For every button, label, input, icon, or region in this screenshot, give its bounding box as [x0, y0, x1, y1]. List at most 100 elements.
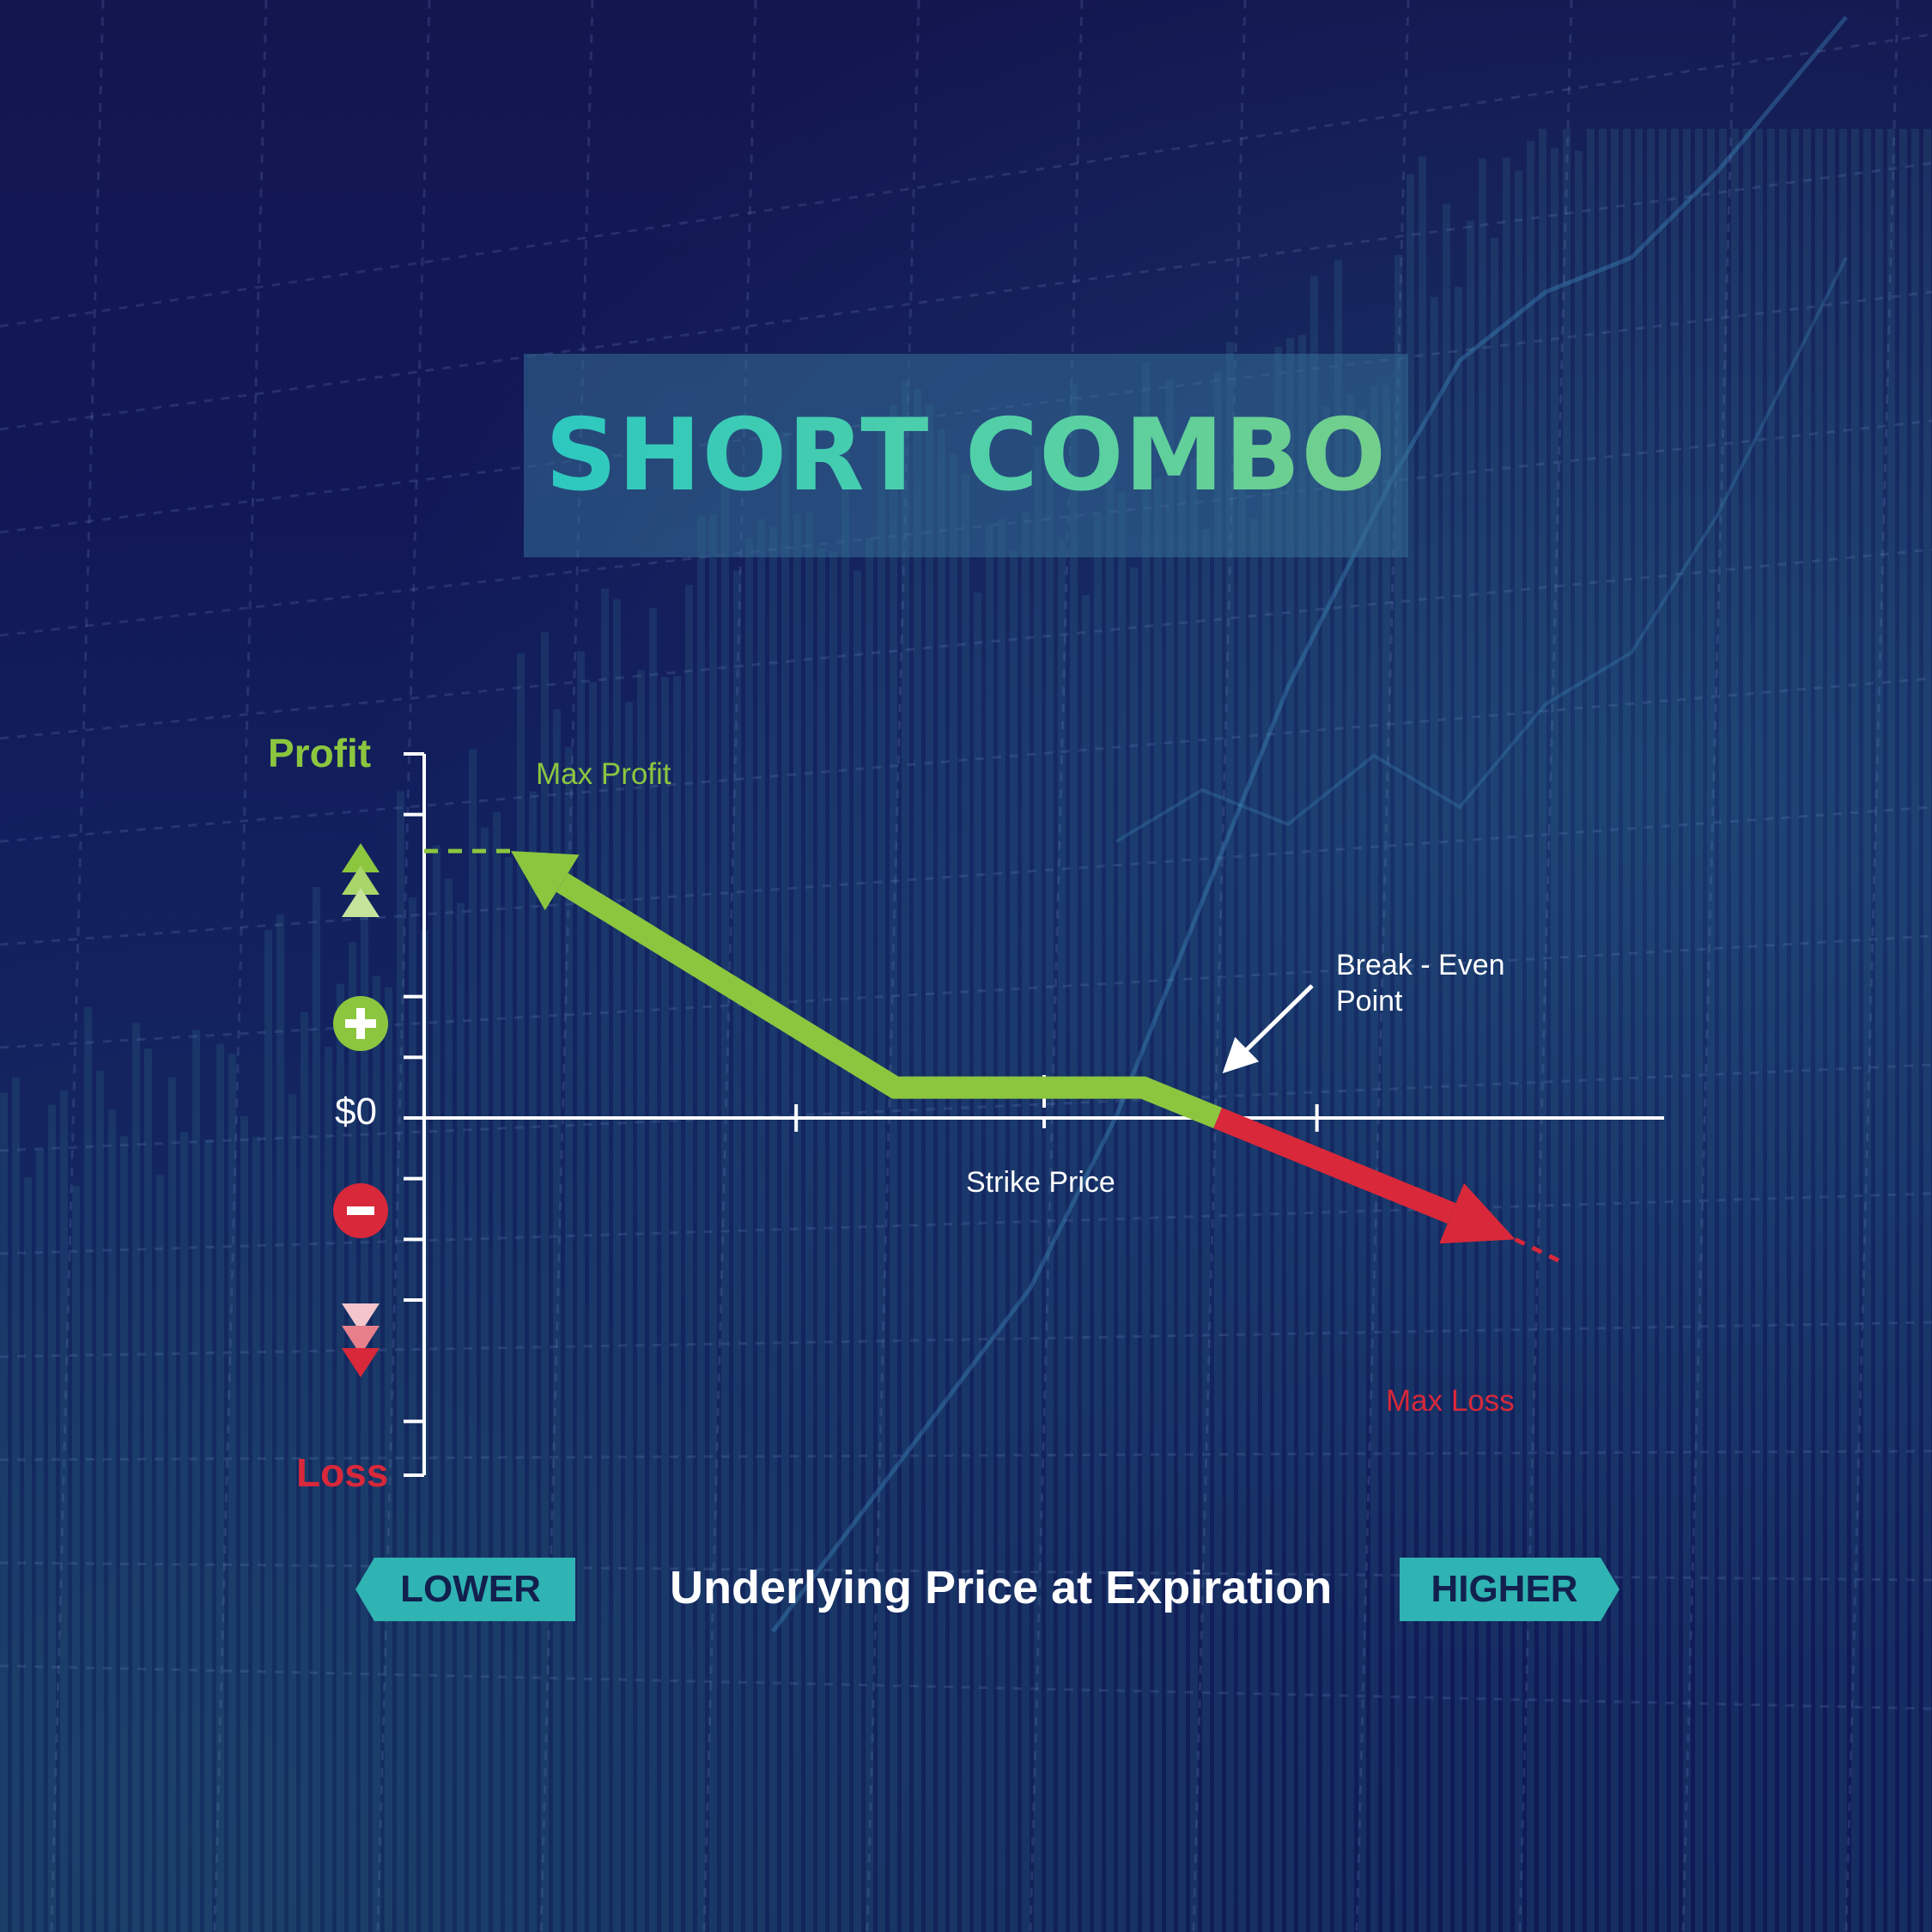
- bg-bar: [469, 749, 477, 1932]
- bg-bar: [1899, 129, 1907, 1932]
- bg-bar: [1298, 335, 1306, 1932]
- bg-bar: [685, 584, 693, 1932]
- bg-bar: [216, 1043, 224, 1932]
- bg-bar: [1539, 129, 1546, 1932]
- bg-bar: [1455, 287, 1462, 1932]
- bg-bar: [1202, 529, 1210, 1932]
- bg-grid-line: [1681, 0, 1736, 1932]
- bg-bar: [12, 1077, 20, 1932]
- bg-bar: [349, 942, 356, 1932]
- bg-bar: [673, 676, 681, 1932]
- bg-bar: [72, 1186, 80, 1932]
- bg-bar: [445, 878, 453, 1932]
- bg-bar: [553, 709, 561, 1932]
- bg-bar: [1839, 129, 1847, 1932]
- bg-bar: [601, 588, 609, 1932]
- bg-bar: [757, 519, 765, 1932]
- bg-bar: [1923, 129, 1931, 1932]
- bg-bar: [1791, 129, 1799, 1932]
- bg-bar: [1683, 129, 1691, 1932]
- bg-bar: [1238, 474, 1246, 1932]
- bg-bar: [240, 1115, 248, 1932]
- bg-bar: [84, 1006, 92, 1932]
- bg-bar: [878, 426, 885, 1932]
- bg-bar: [108, 1109, 116, 1932]
- bg-bar: [1010, 551, 1018, 1932]
- bg-bar: [781, 431, 789, 1932]
- y-axis-label-loss: Loss: [296, 1450, 389, 1495]
- bg-bar: [409, 897, 416, 1932]
- bg-bar: [1106, 462, 1114, 1932]
- bg-bar: [1070, 384, 1078, 1932]
- bg-grid-line: [0, 1192, 1932, 1255]
- bg-bar: [180, 1132, 188, 1932]
- bg-bar: [1491, 238, 1498, 1932]
- higher-label: HIGHER: [1431, 1568, 1578, 1610]
- bg-bar: [1166, 380, 1174, 1932]
- bg-bar: [204, 1139, 212, 1932]
- bg-bar: [301, 1012, 308, 1932]
- bg-bar: [1419, 156, 1426, 1932]
- bg-bar: [264, 930, 272, 1932]
- break-even-label: Break - Even Point: [1336, 947, 1505, 1019]
- bg-bar: [854, 570, 861, 1932]
- bg-bar: [914, 389, 921, 1932]
- bg-bar: [24, 1177, 32, 1932]
- bg-grid-line: [0, 1321, 1932, 1358]
- break-even-pointer: [1222, 984, 1314, 1073]
- bg-grid-line: [866, 0, 920, 1932]
- bg-bar: [1671, 129, 1679, 1932]
- bg-bar: [529, 791, 537, 1932]
- bg-bar: [565, 747, 573, 1932]
- bg-bar: [385, 987, 392, 1932]
- lower-label: LOWER: [400, 1568, 541, 1610]
- bg-bar: [769, 526, 777, 1932]
- chart-title: SHORT COMBO: [544, 398, 1388, 513]
- bg-bar: [1827, 129, 1835, 1932]
- bg-grid-line: [1844, 0, 1899, 1932]
- strike-price-label: Strike Price: [966, 1166, 1115, 1199]
- bg-bar: [866, 538, 873, 1932]
- bg-grid-line: [0, 677, 1932, 843]
- bg-grid-line: [1192, 0, 1247, 1932]
- bg-bar: [1382, 385, 1390, 1932]
- break-even-label-line-1: Break - Even: [1336, 949, 1505, 981]
- bg-bar: [252, 1136, 260, 1932]
- bg-grid-line: [1029, 0, 1084, 1932]
- bg-bar: [998, 519, 1005, 1932]
- bg-bar: [974, 592, 981, 1932]
- bg-bar: [1250, 519, 1258, 1932]
- bg-bar: [1695, 129, 1703, 1932]
- bg-bar: [1623, 129, 1631, 1932]
- bg-bar: [1394, 254, 1402, 1932]
- bg-bar: [1527, 141, 1534, 1932]
- bg-bar: [1370, 386, 1378, 1932]
- max-profit-arrowhead: [511, 851, 580, 911]
- bg-bar: [1887, 129, 1895, 1932]
- bg-bar: [1034, 446, 1042, 1932]
- x-axis-label: Underlying Price at Expiration: [670, 1562, 1333, 1613]
- bg-grid-line: [376, 0, 431, 1932]
- bg-bar: [1190, 459, 1198, 1932]
- bg-bar: [661, 677, 669, 1932]
- bg-bar: [228, 1054, 236, 1932]
- minus-circle-icon: [333, 1183, 388, 1238]
- title-banner: SHORT COMBO: [524, 354, 1408, 557]
- bg-grid-line: [539, 0, 594, 1932]
- bg-bar: [1310, 276, 1318, 1932]
- bg-bar: [1755, 129, 1763, 1932]
- bg-bar: [649, 607, 657, 1932]
- bg-bar: [156, 1175, 164, 1932]
- bg-bar: [1118, 491, 1126, 1932]
- bg-grid-line: [0, 805, 1932, 946]
- bg-bar: [1226, 342, 1234, 1932]
- triangles-down-icon: [342, 1303, 380, 1377]
- bg-bar: [1503, 157, 1510, 1932]
- bg-bar: [132, 1023, 140, 1932]
- bg-bar: [1779, 129, 1787, 1932]
- bg-bar: [1022, 511, 1030, 1932]
- bg-bar: [805, 512, 813, 1932]
